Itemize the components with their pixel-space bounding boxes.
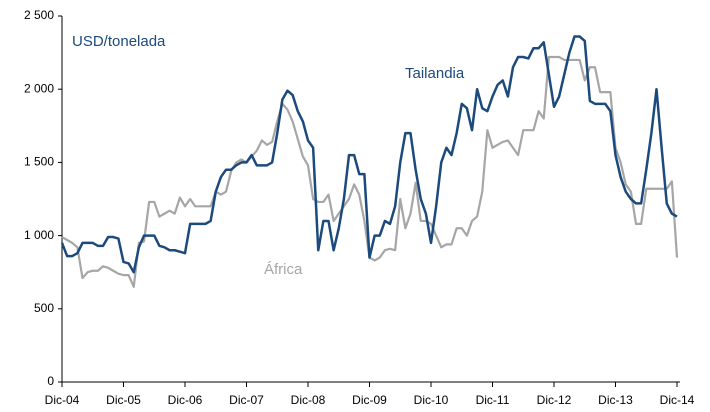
x-tick-label: Dic-12 [537,393,572,407]
y-tick-label: 500 [34,301,54,315]
y-tick-label: 0 [47,374,54,388]
x-tick-label: Dic-05 [106,393,141,407]
y-tick-label: 1 500 [24,155,54,169]
x-tick-label: Dic-10 [414,393,449,407]
x-tick-label: Dic-14 [660,393,695,407]
x-tick-label: Dic-08 [291,393,326,407]
y-tick-label: 2 000 [24,81,54,95]
series-label: Tailandia [405,65,465,82]
y-tick-label: 1 000 [24,228,54,242]
series-line [60,35,678,274]
x-tick-label: Dic-06 [168,393,203,407]
x-tick-label: Dic-09 [352,393,387,407]
x-tick-label: Dic-07 [229,393,264,407]
y-tick-label: 2 500 [24,8,54,22]
x-tick-label: Dic-13 [598,393,633,407]
series-label: África [264,261,303,278]
x-tick-label: Dic-11 [476,393,510,407]
y-axis-label: USD/tonelada [72,33,166,50]
x-tick-label: Dic-04 [45,393,80,407]
